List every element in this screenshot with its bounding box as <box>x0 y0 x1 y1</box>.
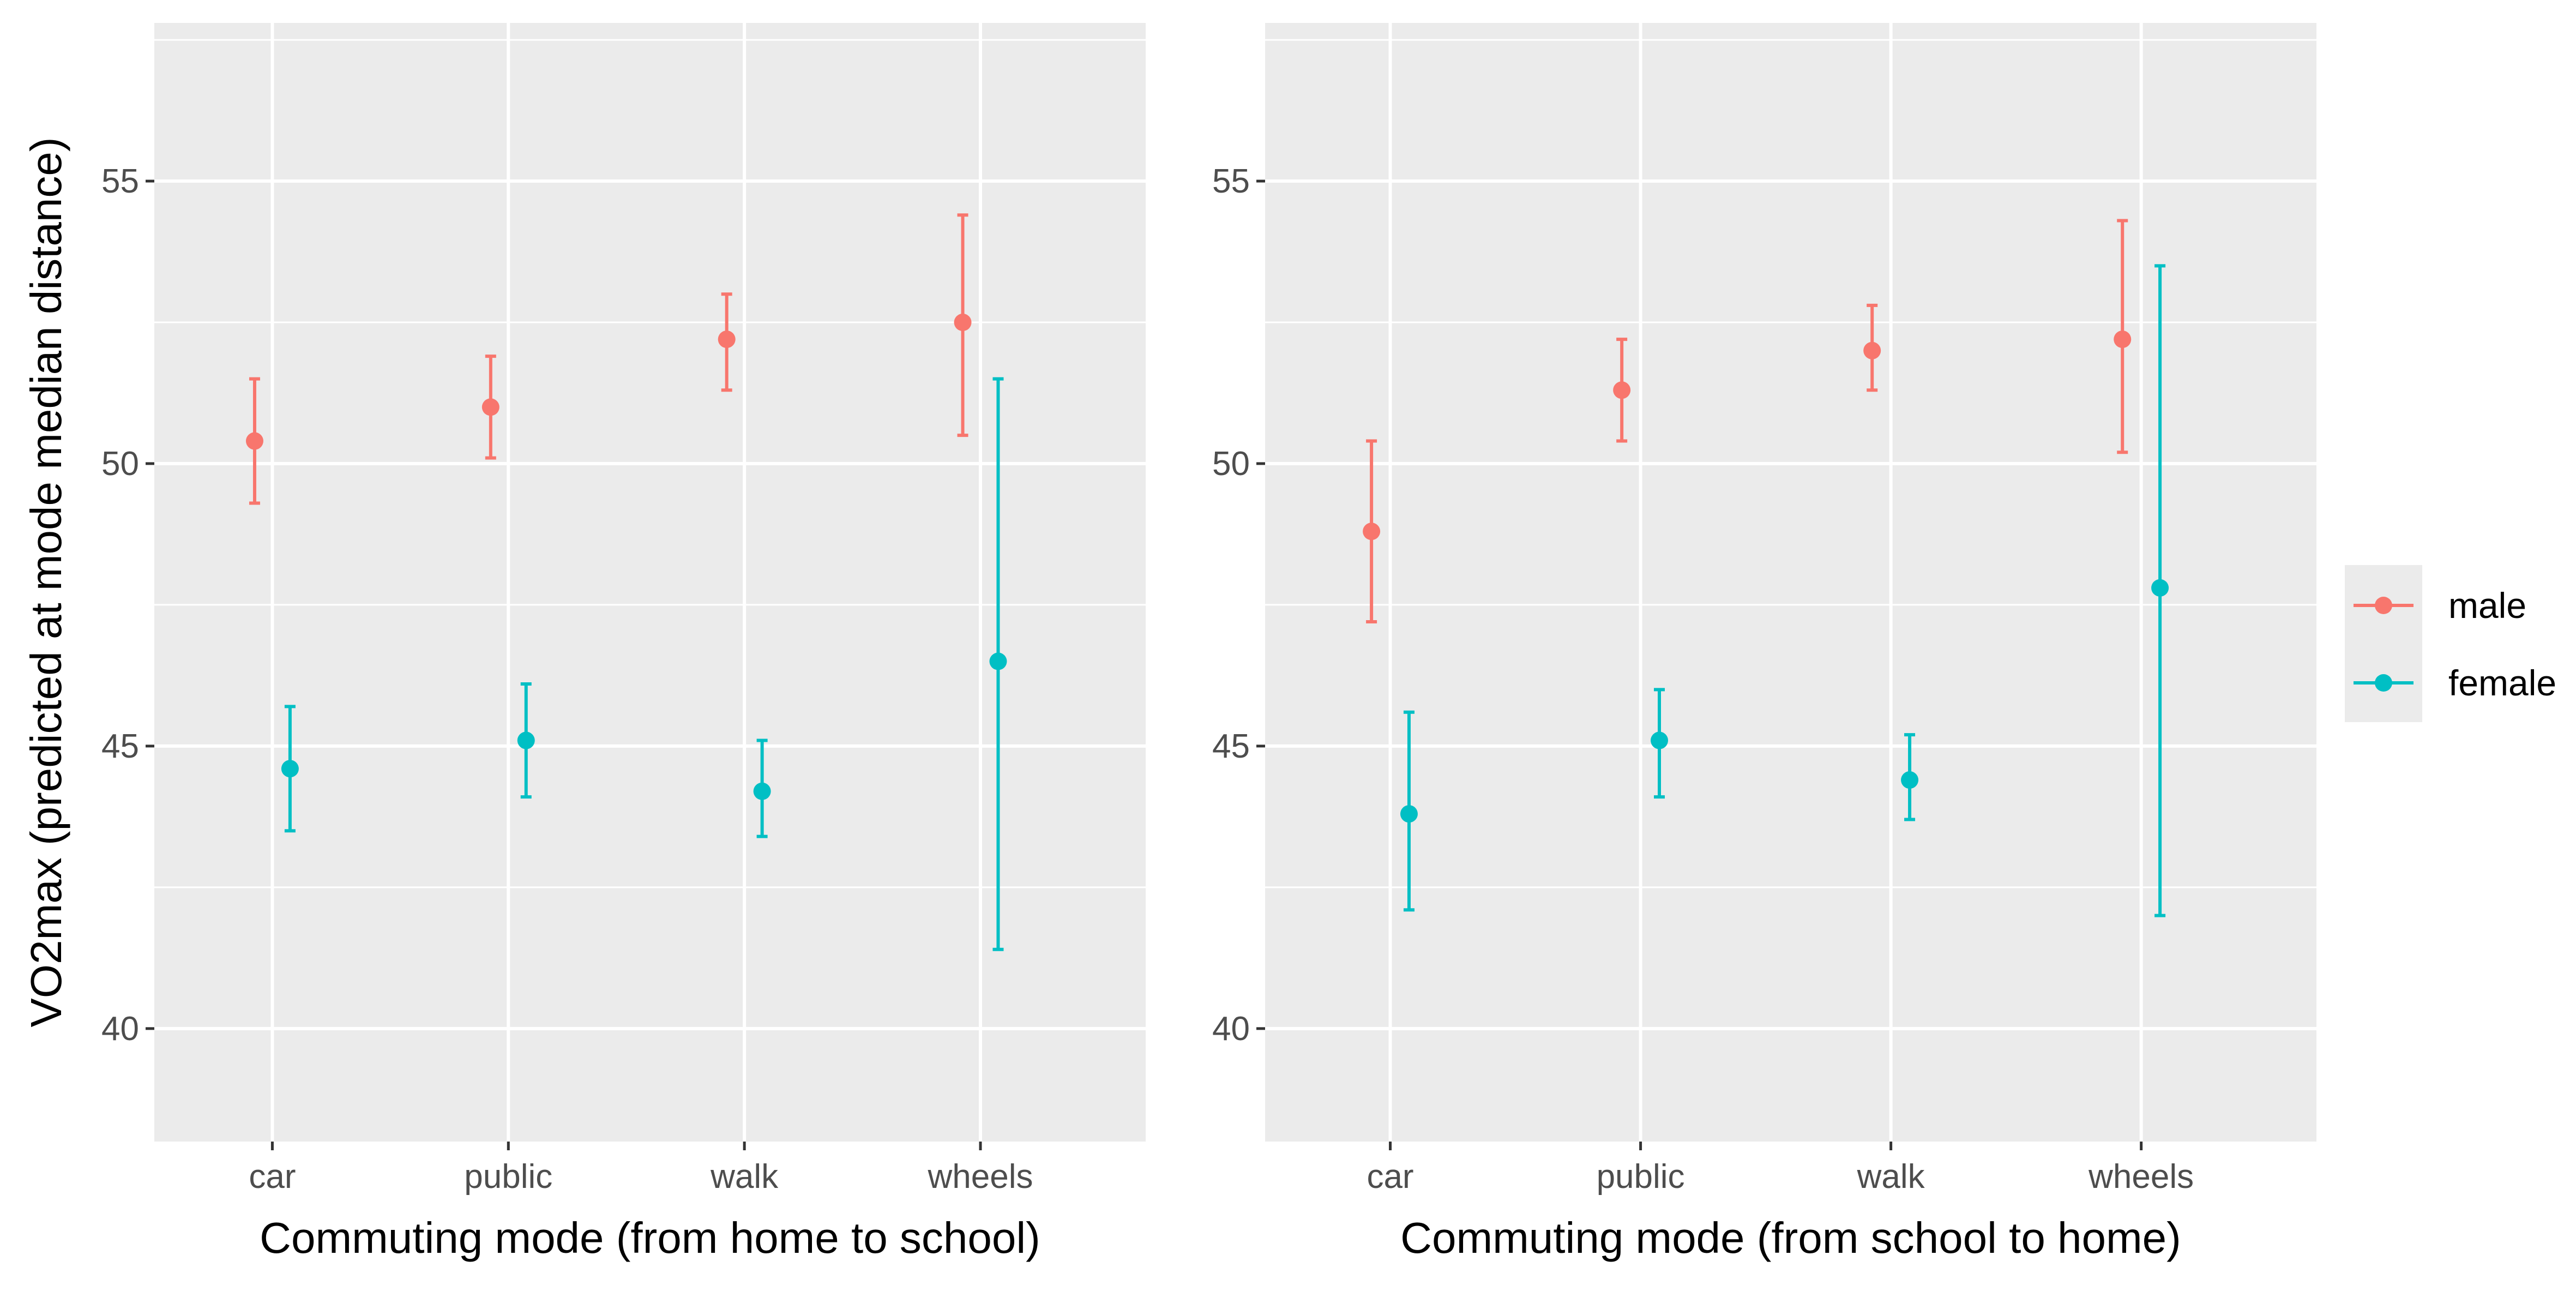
legend-label-male: male <box>2448 585 2526 626</box>
y-tick-label: 50 <box>101 445 139 483</box>
y-tick-label: 40 <box>1212 1010 1250 1048</box>
x-tick-label: car <box>1367 1158 1413 1196</box>
x-axis-title: Commuting mode (from home to school) <box>260 1214 1040 1262</box>
data-point-female <box>989 652 1007 670</box>
x-tick-label: walk <box>710 1158 779 1196</box>
y-tick-label: 40 <box>101 1010 139 1048</box>
data-point-female <box>281 760 299 778</box>
data-point-male <box>718 331 736 349</box>
data-point-male <box>1613 381 1631 399</box>
legend-key-point <box>2375 597 2392 614</box>
legend: male female <box>2345 565 2556 722</box>
x-tick-label: car <box>249 1158 296 1196</box>
data-point-female <box>1651 731 1668 749</box>
legend-key-point <box>2375 674 2392 692</box>
panel-2: 40 45 50 55 car public walk wheels Commuting mod… <box>1212 23 2316 1262</box>
x-axis-title: Commuting mode (from school to home) <box>1400 1214 2181 1262</box>
x-tick-label: wheels <box>2088 1158 2194 1196</box>
y-tick-label: 55 <box>1212 163 1250 200</box>
legend-key-background <box>2345 565 2422 722</box>
x-tick-label: walk <box>1857 1158 1925 1196</box>
data-point-female <box>1400 805 1418 823</box>
y-axis-title: VO2max (predicted at mode median distanc… <box>22 137 70 1028</box>
data-point-male <box>2114 331 2132 349</box>
data-point-female <box>753 782 771 800</box>
data-point-female <box>1901 771 1919 789</box>
panel-1: 40 45 50 55 car public walk wheels Commuting mod… <box>22 23 1146 1262</box>
x-tick-label: public <box>464 1158 552 1196</box>
x-tick-label: wheels <box>928 1158 1033 1196</box>
data-point-male <box>1363 523 1381 541</box>
y-tick-label: 55 <box>101 163 139 200</box>
data-point-male <box>1863 341 1881 359</box>
data-point-male <box>482 398 499 416</box>
data-point-female <box>517 731 535 749</box>
x-tick-label: public <box>1597 1158 1685 1196</box>
data-point-male <box>954 314 972 332</box>
data-point-female <box>2151 579 2169 597</box>
y-tick-label: 50 <box>1212 445 1250 483</box>
data-point-male <box>245 432 263 450</box>
y-tick-label: 45 <box>1212 728 1250 765</box>
legend-label-female: female <box>2448 663 2556 703</box>
y-tick-label: 45 <box>101 728 139 765</box>
